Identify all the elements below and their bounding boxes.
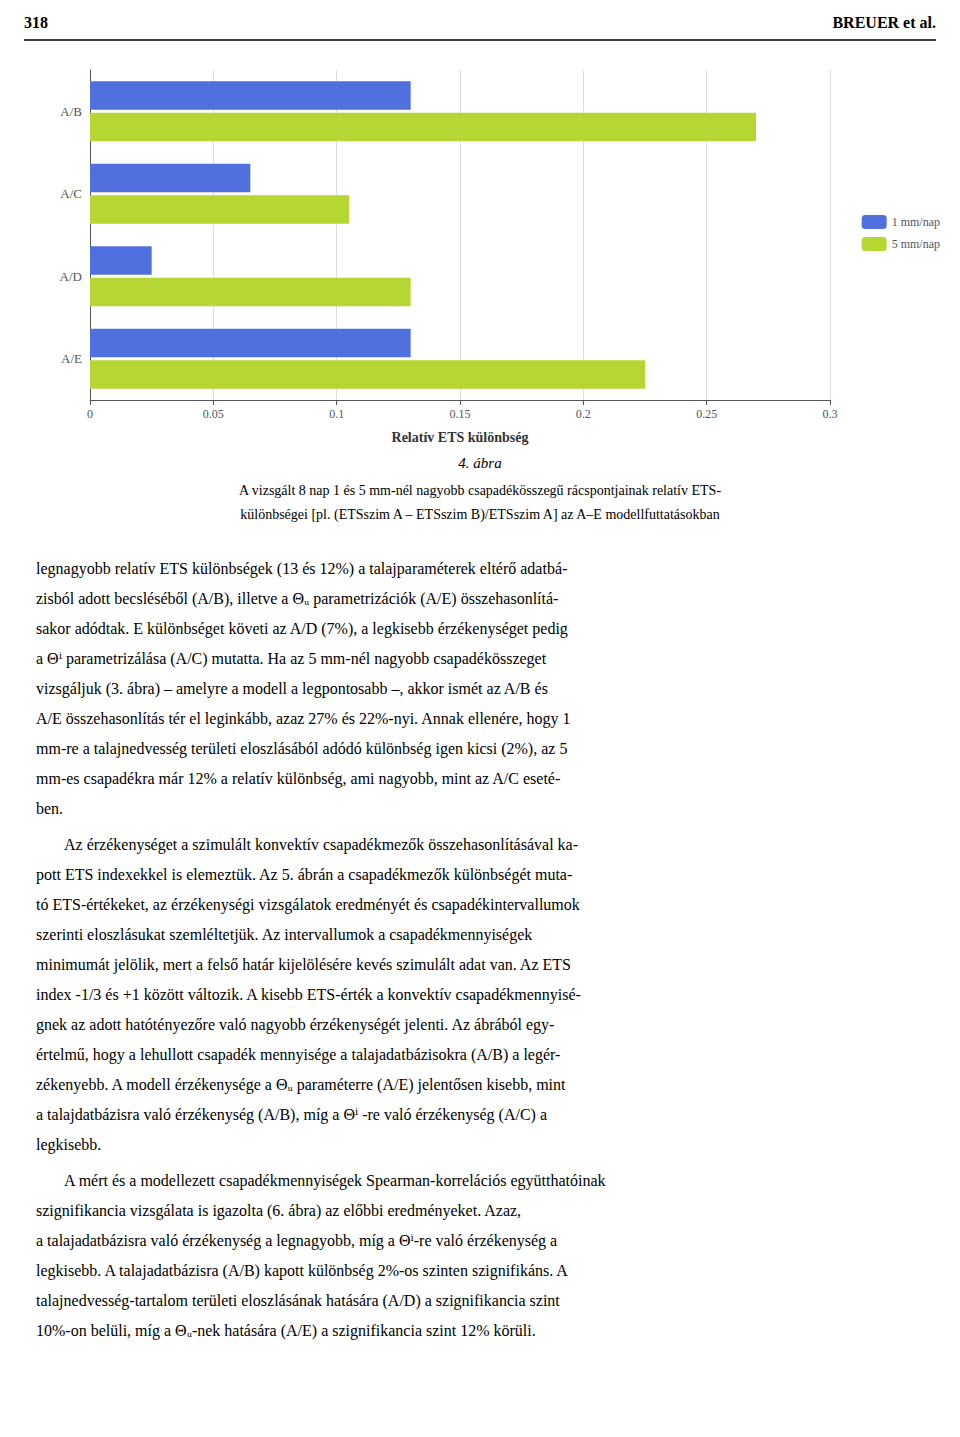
svg-text:A mért és a modellezett csapad: A mért és a modellezett csapadékmennyisé… bbox=[64, 1172, 606, 1190]
svg-text:értelmű, hogy a lehullott csap: értelmű, hogy a lehullott csapadék menny… bbox=[36, 1046, 560, 1064]
svg-text:mm-re a talajnedvesség terület: mm-re a talajnedvesség területi eloszlás… bbox=[36, 740, 567, 758]
svg-text:ben.: ben. bbox=[36, 800, 63, 817]
svg-text:legkisebb. A talajadatbázisra: legkisebb. A talajadatbázisra (A/B) kapo… bbox=[36, 1262, 568, 1280]
svg-text:minimumát jelölik, mert a fels: minimumát jelölik, mert a felső határ ki… bbox=[36, 956, 571, 974]
svg-text:vizsgáljuk (3. ábra) – amelyre: vizsgáljuk (3. ábra) – amelyre a modell … bbox=[36, 680, 548, 698]
svg-text:10%-on belüli, míg a Θᵤ-nek ha: 10%-on belüli, míg a Θᵤ-nek hatására (A/… bbox=[36, 1322, 536, 1340]
svg-text:0.25: 0.25 bbox=[696, 407, 717, 421]
svg-text:318: 318 bbox=[24, 14, 48, 31]
svg-text:a talajadatbázisra való érzéke: a talajadatbázisra való érzékenység a le… bbox=[36, 1232, 557, 1250]
svg-text:0: 0 bbox=[87, 407, 93, 421]
svg-text:A/B: A/B bbox=[60, 104, 82, 119]
svg-text:a Θⁱ parametrizálása (A/C) mut: a Θⁱ parametrizálása (A/C) mutatta. Ha a… bbox=[36, 650, 547, 668]
svg-text:szignifikancia vizsgálata is i: szignifikancia vizsgálata is igazolta (6… bbox=[36, 1202, 521, 1220]
svg-text:Relatív ETS különbség: Relatív ETS különbség bbox=[392, 430, 529, 445]
svg-text:0.2: 0.2 bbox=[576, 407, 591, 421]
svg-text:0.1: 0.1 bbox=[329, 407, 344, 421]
svg-text:különbségei [pl. (ETSszim A –: különbségei [pl. (ETSszim A – ETSszim B)… bbox=[240, 507, 719, 523]
svg-text:legnagyobb relatív ETS különbs: legnagyobb relatív ETS különbségek (13 é… bbox=[36, 560, 567, 578]
svg-text:0.3: 0.3 bbox=[823, 407, 838, 421]
svg-text:4. ábra: 4. ábra bbox=[458, 455, 501, 471]
svg-text:mm-es csapadékra már 12% a rel: mm-es csapadékra már 12% a relatív külön… bbox=[36, 770, 560, 788]
svg-text:index -1/3 és +1 között változ: index -1/3 és +1 között változik. A kise… bbox=[36, 986, 581, 1004]
svg-text:A/D: A/D bbox=[60, 269, 82, 284]
svg-text:sakor adódtak. E különbséget k: sakor adódtak. E különbséget követi az A… bbox=[36, 620, 568, 638]
svg-text:5 mm/nap: 5 mm/nap bbox=[892, 237, 940, 251]
svg-text:pott ETS indexekkel is elemezt: pott ETS indexekkel is elemeztük. Az 5. … bbox=[36, 866, 572, 884]
svg-text:0.05: 0.05 bbox=[203, 407, 224, 421]
svg-text:a talajdatbázisra való érzéken: a talajdatbázisra való érzékenység (A/B)… bbox=[36, 1106, 547, 1124]
svg-text:A vizsgált 8 nap 1 és 5 mm-nél: A vizsgált 8 nap 1 és 5 mm-nél nagyobb c… bbox=[239, 483, 721, 498]
svg-text:A/E: A/E bbox=[61, 351, 82, 366]
svg-text:A/E összehasonlítás tér el leg: A/E összehasonlítás tér el leginkább, az… bbox=[36, 710, 571, 728]
svg-text:1 mm/nap: 1 mm/nap bbox=[892, 215, 940, 229]
svg-text:BREUER et al.: BREUER et al. bbox=[832, 14, 936, 31]
svg-text:legkisebb.: legkisebb. bbox=[36, 1136, 101, 1154]
svg-text:gnek az adott hatótényezőre va: gnek az adott hatótényezőre való nagyobb… bbox=[36, 1016, 554, 1034]
svg-text:tó ETS-értékeket, az érzékenys: tó ETS-értékeket, az érzékenységi vizsgá… bbox=[36, 896, 580, 914]
svg-text:Az érzékenységet a szimulált k: Az érzékenységet a szimulált konvektív c… bbox=[64, 836, 578, 854]
svg-text:zisból adott becsléséből (A/B): zisból adott becsléséből (A/B), illetve … bbox=[36, 590, 558, 608]
svg-text:talajnedvesség-tartalom terüle: talajnedvesség-tartalom területi eloszlá… bbox=[36, 1292, 560, 1310]
svg-text:0.15: 0.15 bbox=[450, 407, 471, 421]
svg-text:zékenyebb. A modell érzékenysé: zékenyebb. A modell érzékenysége a Θᵤ pa… bbox=[36, 1076, 566, 1094]
svg-text:A/C: A/C bbox=[60, 186, 82, 201]
svg-text:szerinti eloszlásukat szemlélt: szerinti eloszlásukat szemléltetjük. Az … bbox=[36, 926, 532, 944]
